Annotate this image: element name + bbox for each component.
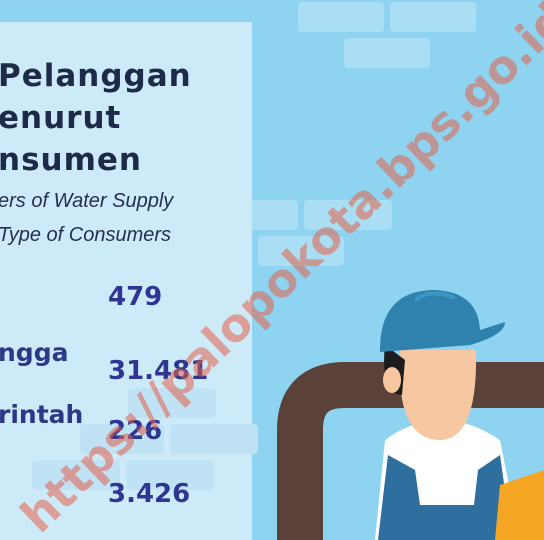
- title-line: nsumen: [0, 142, 142, 178]
- label: ngga: [0, 338, 68, 367]
- value: 479: [108, 282, 162, 312]
- value: 3.426: [108, 479, 190, 509]
- title-line: enurut: [0, 100, 121, 136]
- subtitle-line: ers of Water Supply: [0, 190, 174, 212]
- label: rintah: [0, 400, 83, 429]
- title-line: Pelanggan: [0, 58, 192, 94]
- subtitle-line: Type of Consumers: [0, 224, 171, 246]
- infographic: Pelanggan enurut nsumen ers of Water Sup…: [0, 0, 544, 540]
- page: Pelanggan enurut nsumen ers of Water Sup…: [0, 0, 544, 540]
